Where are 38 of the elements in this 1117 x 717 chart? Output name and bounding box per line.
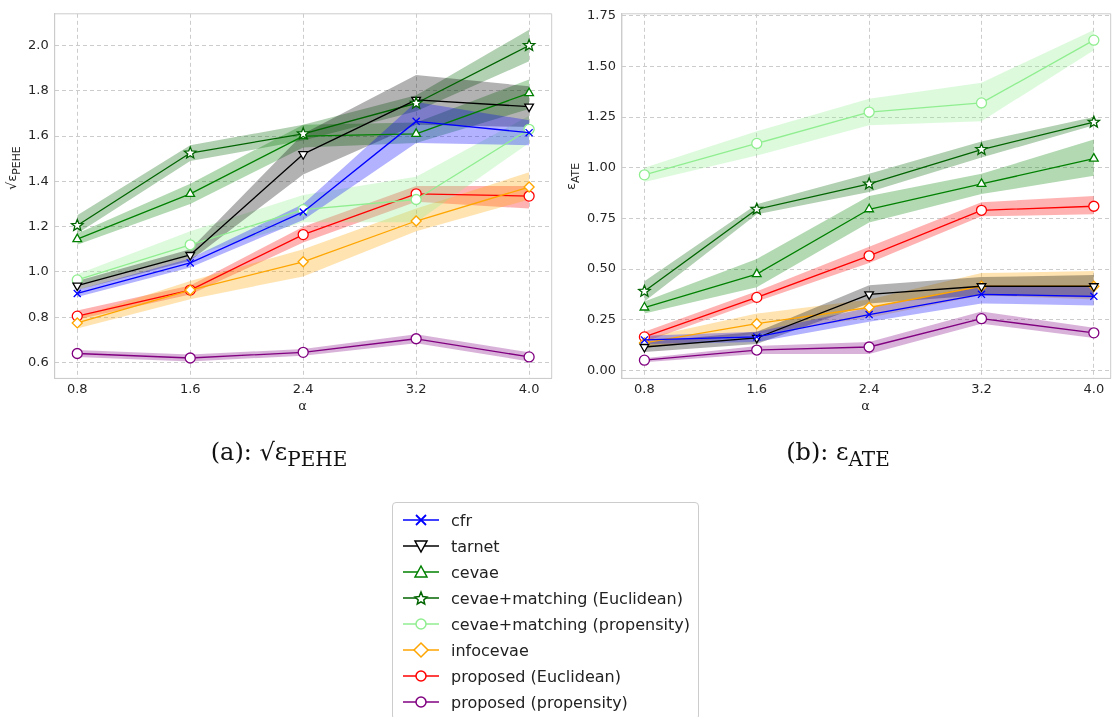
y-tick-label: 2.0 bbox=[27, 36, 49, 52]
x-tick-label: 4.0 bbox=[1083, 380, 1105, 396]
y-tick-label: 0.25 bbox=[586, 311, 616, 327]
legend-label: cevae+matching (propensity) bbox=[451, 614, 690, 634]
text: (a): √ε$_{PEHE}$ bbox=[209, 438, 349, 471]
legend-label: infocevae bbox=[451, 640, 529, 660]
legend-label: cfr bbox=[451, 510, 473, 530]
y-tick-label: 1.50 bbox=[586, 57, 616, 73]
legend-label: tarnet bbox=[451, 536, 500, 556]
x-tick-label: 3.2 bbox=[971, 380, 992, 396]
legend-label: cevae+matching (Euclidean) bbox=[451, 588, 683, 608]
text: (b): ε$_{ATE}$ bbox=[785, 438, 891, 471]
x-axis-title: α bbox=[861, 398, 870, 413]
y-tick-label: 0.75 bbox=[586, 209, 616, 225]
y-tick-label: 1.2 bbox=[27, 218, 49, 234]
y-tick-label: 1.25 bbox=[586, 108, 616, 124]
y-tick-label: 0.50 bbox=[586, 260, 616, 276]
x-tick-label: 0.8 bbox=[66, 380, 88, 396]
y-tick-label: 1.6 bbox=[27, 127, 49, 143]
y-tick-label: 1.0 bbox=[27, 263, 49, 279]
x-tick-label: 2.4 bbox=[292, 380, 314, 396]
y-tick-label: 1.00 bbox=[586, 159, 616, 175]
y-tick-label: 1.75 bbox=[586, 7, 616, 23]
y-tick-label: 1.8 bbox=[27, 82, 49, 98]
x-tick-label: 1.6 bbox=[179, 380, 201, 396]
y-tick-label: 0.00 bbox=[586, 361, 616, 377]
x-tick-label: 2.4 bbox=[858, 380, 880, 396]
x-tick-label: 0.8 bbox=[634, 380, 655, 396]
y-tick-label: 1.4 bbox=[27, 172, 49, 188]
x-tick-label: 4.0 bbox=[518, 380, 540, 396]
x-axis-title: α bbox=[298, 398, 307, 413]
y-tick-label: 0.8 bbox=[27, 308, 49, 324]
x-tick-label: 3.2 bbox=[405, 380, 427, 396]
x-tick-label: 1.6 bbox=[746, 380, 768, 396]
legend-label: proposed (propensity) bbox=[451, 692, 628, 712]
y-tick-label: 0.6 bbox=[27, 353, 49, 369]
legend-label: cevae bbox=[451, 562, 499, 582]
legend-label: proposed (Euclidean) bbox=[451, 666, 621, 686]
